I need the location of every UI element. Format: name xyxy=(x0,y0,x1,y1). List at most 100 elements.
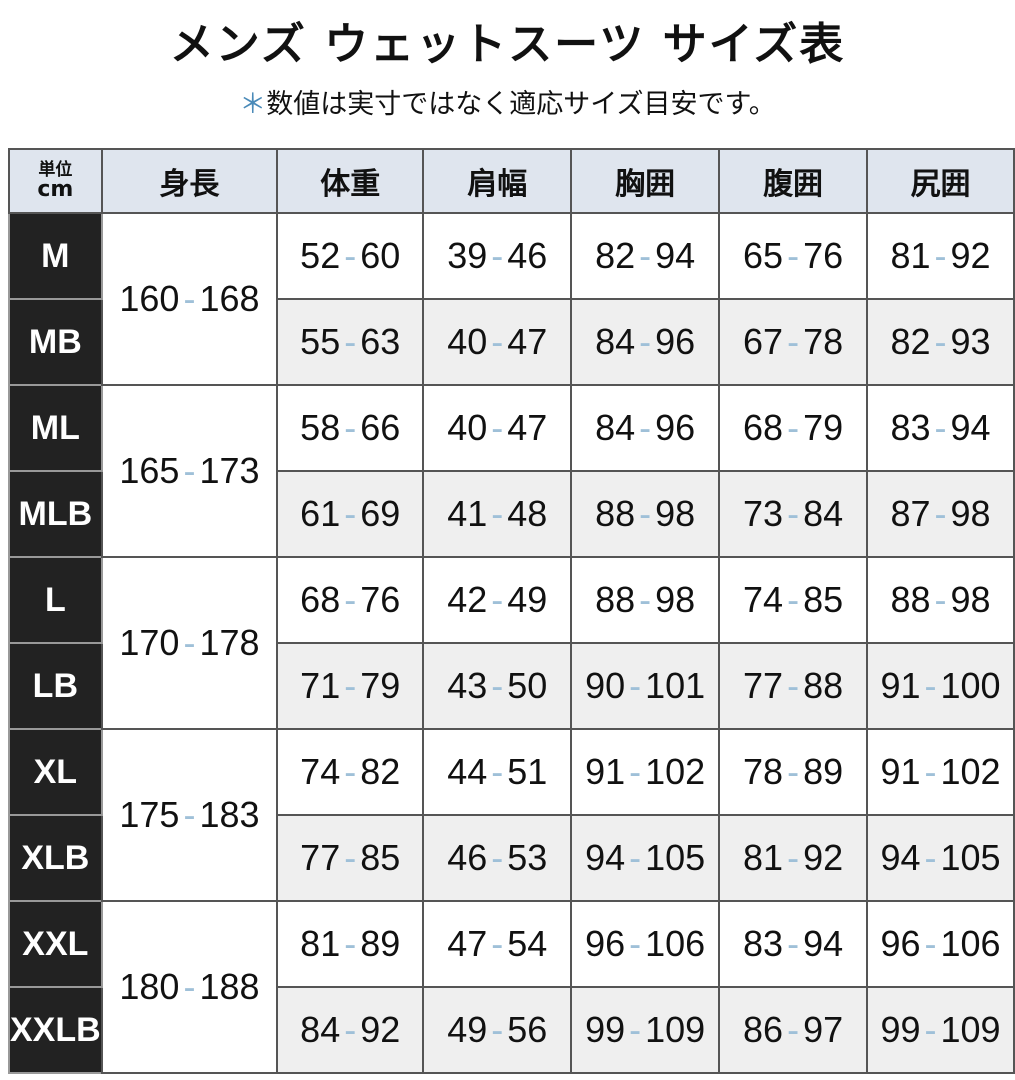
range-max: 88 xyxy=(803,665,844,706)
waist-range: 73-84 xyxy=(718,470,869,558)
range-dash: - xyxy=(787,751,800,792)
range-max: 76 xyxy=(803,235,844,276)
range-max: 89 xyxy=(360,923,401,964)
size-label: ML xyxy=(8,384,103,472)
range-dash: - xyxy=(787,407,800,448)
range-dash: - xyxy=(344,923,357,964)
size-chart-table: 単位 cm 身長 体重 肩幅 胸囲 腹囲 尻囲 M 160-168 52-60 39-4… xyxy=(8,148,1015,1074)
range-min: 81 xyxy=(743,837,784,878)
table-row: XXLB 84-92 49-56 99-109 86-97 99-109 xyxy=(8,986,1015,1074)
chest-range: 82-94 xyxy=(570,212,721,300)
subtitle: ＊数値は実寸ではなく適応サイズ目安です。 xyxy=(0,82,1015,121)
range-dash: - xyxy=(639,235,652,276)
waist-range: 65-76 xyxy=(718,212,869,300)
hip-range: 91-100 xyxy=(866,642,1015,730)
range-dash: - xyxy=(787,665,800,706)
range-dash: - xyxy=(344,579,357,620)
weight-range: 52-60 xyxy=(276,212,425,300)
weight-range: 68-76 xyxy=(276,556,425,644)
range-dash: - xyxy=(344,665,357,706)
range-min: 67 xyxy=(743,321,784,362)
range-min: 84 xyxy=(595,407,636,448)
range-min: 96 xyxy=(585,923,626,964)
range-dash: - xyxy=(629,837,642,878)
weight-range: 58-66 xyxy=(276,384,425,472)
range-dash: - xyxy=(491,321,504,362)
chest-range: 84-96 xyxy=(570,384,721,472)
range-dash: - xyxy=(639,579,652,620)
range-min: 52 xyxy=(300,235,341,276)
chest-range: 94-105 xyxy=(570,814,721,902)
range-dash: - xyxy=(787,1009,800,1050)
range-min: 160 xyxy=(119,278,180,319)
range-max: 92 xyxy=(803,837,844,878)
range-dash: - xyxy=(934,321,947,362)
range-dash: - xyxy=(629,923,642,964)
hip-range: 91-102 xyxy=(866,728,1015,816)
range-dash: - xyxy=(787,493,800,534)
range-max: 84 xyxy=(803,493,844,534)
range-min: 41 xyxy=(447,493,488,534)
table-row: M 160-168 52-60 39-46 82-94 65-76 81-92 xyxy=(8,212,1015,386)
range-dash: - xyxy=(934,407,947,448)
waist-range: 67-78 xyxy=(718,298,869,386)
range-dash: - xyxy=(344,321,357,362)
waist-range: 83-94 xyxy=(718,900,869,988)
size-label: M xyxy=(8,212,103,300)
range-dash: - xyxy=(629,1009,642,1050)
weight-range: 61-69 xyxy=(276,470,425,558)
range-min: 81 xyxy=(890,235,931,276)
range-min: 180 xyxy=(119,966,180,1007)
range-min: 83 xyxy=(743,923,784,964)
range-dash: - xyxy=(639,321,652,362)
range-dash: - xyxy=(344,751,357,792)
size-label: XLB xyxy=(8,814,103,902)
range-min: 55 xyxy=(300,321,341,362)
range-min: 68 xyxy=(300,579,341,620)
range-dash: - xyxy=(639,407,652,448)
table-row: XXL 180-188 81-89 47-54 96-106 83-94 96-106 xyxy=(8,900,1015,1074)
range-min: 68 xyxy=(743,407,784,448)
range-max: 94 xyxy=(655,235,696,276)
shoulder-range: 40-47 xyxy=(422,298,573,386)
subtitle-text: 数値は実寸ではなく適応サイズ目安です。 xyxy=(266,89,776,120)
range-max: 98 xyxy=(950,493,991,534)
hip-range: 87-98 xyxy=(866,470,1015,558)
range-max: 79 xyxy=(803,407,844,448)
range-min: 99 xyxy=(585,1009,626,1050)
range-max: 94 xyxy=(950,407,991,448)
range-max: 47 xyxy=(507,407,548,448)
size-label: LB xyxy=(8,642,103,730)
range-dash: - xyxy=(183,622,196,663)
range-max: 51 xyxy=(507,751,548,792)
unit-header: 単位 cm xyxy=(8,148,103,214)
range-max: 188 xyxy=(199,966,260,1007)
range-dash: - xyxy=(183,278,196,319)
range-max: 56 xyxy=(507,1009,548,1050)
range-min: 82 xyxy=(890,321,931,362)
unit-label: 単位 xyxy=(38,160,73,180)
range-max: 63 xyxy=(360,321,401,362)
range-max: 96 xyxy=(655,321,696,362)
weight-range: 84-92 xyxy=(276,986,425,1074)
range-max: 96 xyxy=(655,407,696,448)
weight-range: 71-79 xyxy=(276,642,425,730)
range-min: 71 xyxy=(300,665,341,706)
header-row: 単位 cm 身長 体重 肩幅 胸囲 腹囲 尻囲 xyxy=(8,148,1015,214)
range-max: 109 xyxy=(645,1009,706,1050)
header-weight: 体重 xyxy=(276,148,425,214)
range-max: 46 xyxy=(507,235,548,276)
range-min: 65 xyxy=(743,235,784,276)
waist-range: 86-97 xyxy=(718,986,869,1074)
size-label: MB xyxy=(8,298,103,386)
shoulder-range: 41-48 xyxy=(422,470,573,558)
weight-range: 81-89 xyxy=(276,900,425,988)
range-min: 83 xyxy=(890,407,931,448)
range-max: 93 xyxy=(950,321,991,362)
table-row: L 170-178 68-76 42-49 88-98 74-85 88-98 xyxy=(8,556,1015,730)
range-max: 85 xyxy=(360,837,401,878)
header-waist: 腹囲 xyxy=(718,148,869,214)
size-label: XXL xyxy=(8,900,103,988)
range-min: 58 xyxy=(300,407,341,448)
range-dash: - xyxy=(629,751,642,792)
